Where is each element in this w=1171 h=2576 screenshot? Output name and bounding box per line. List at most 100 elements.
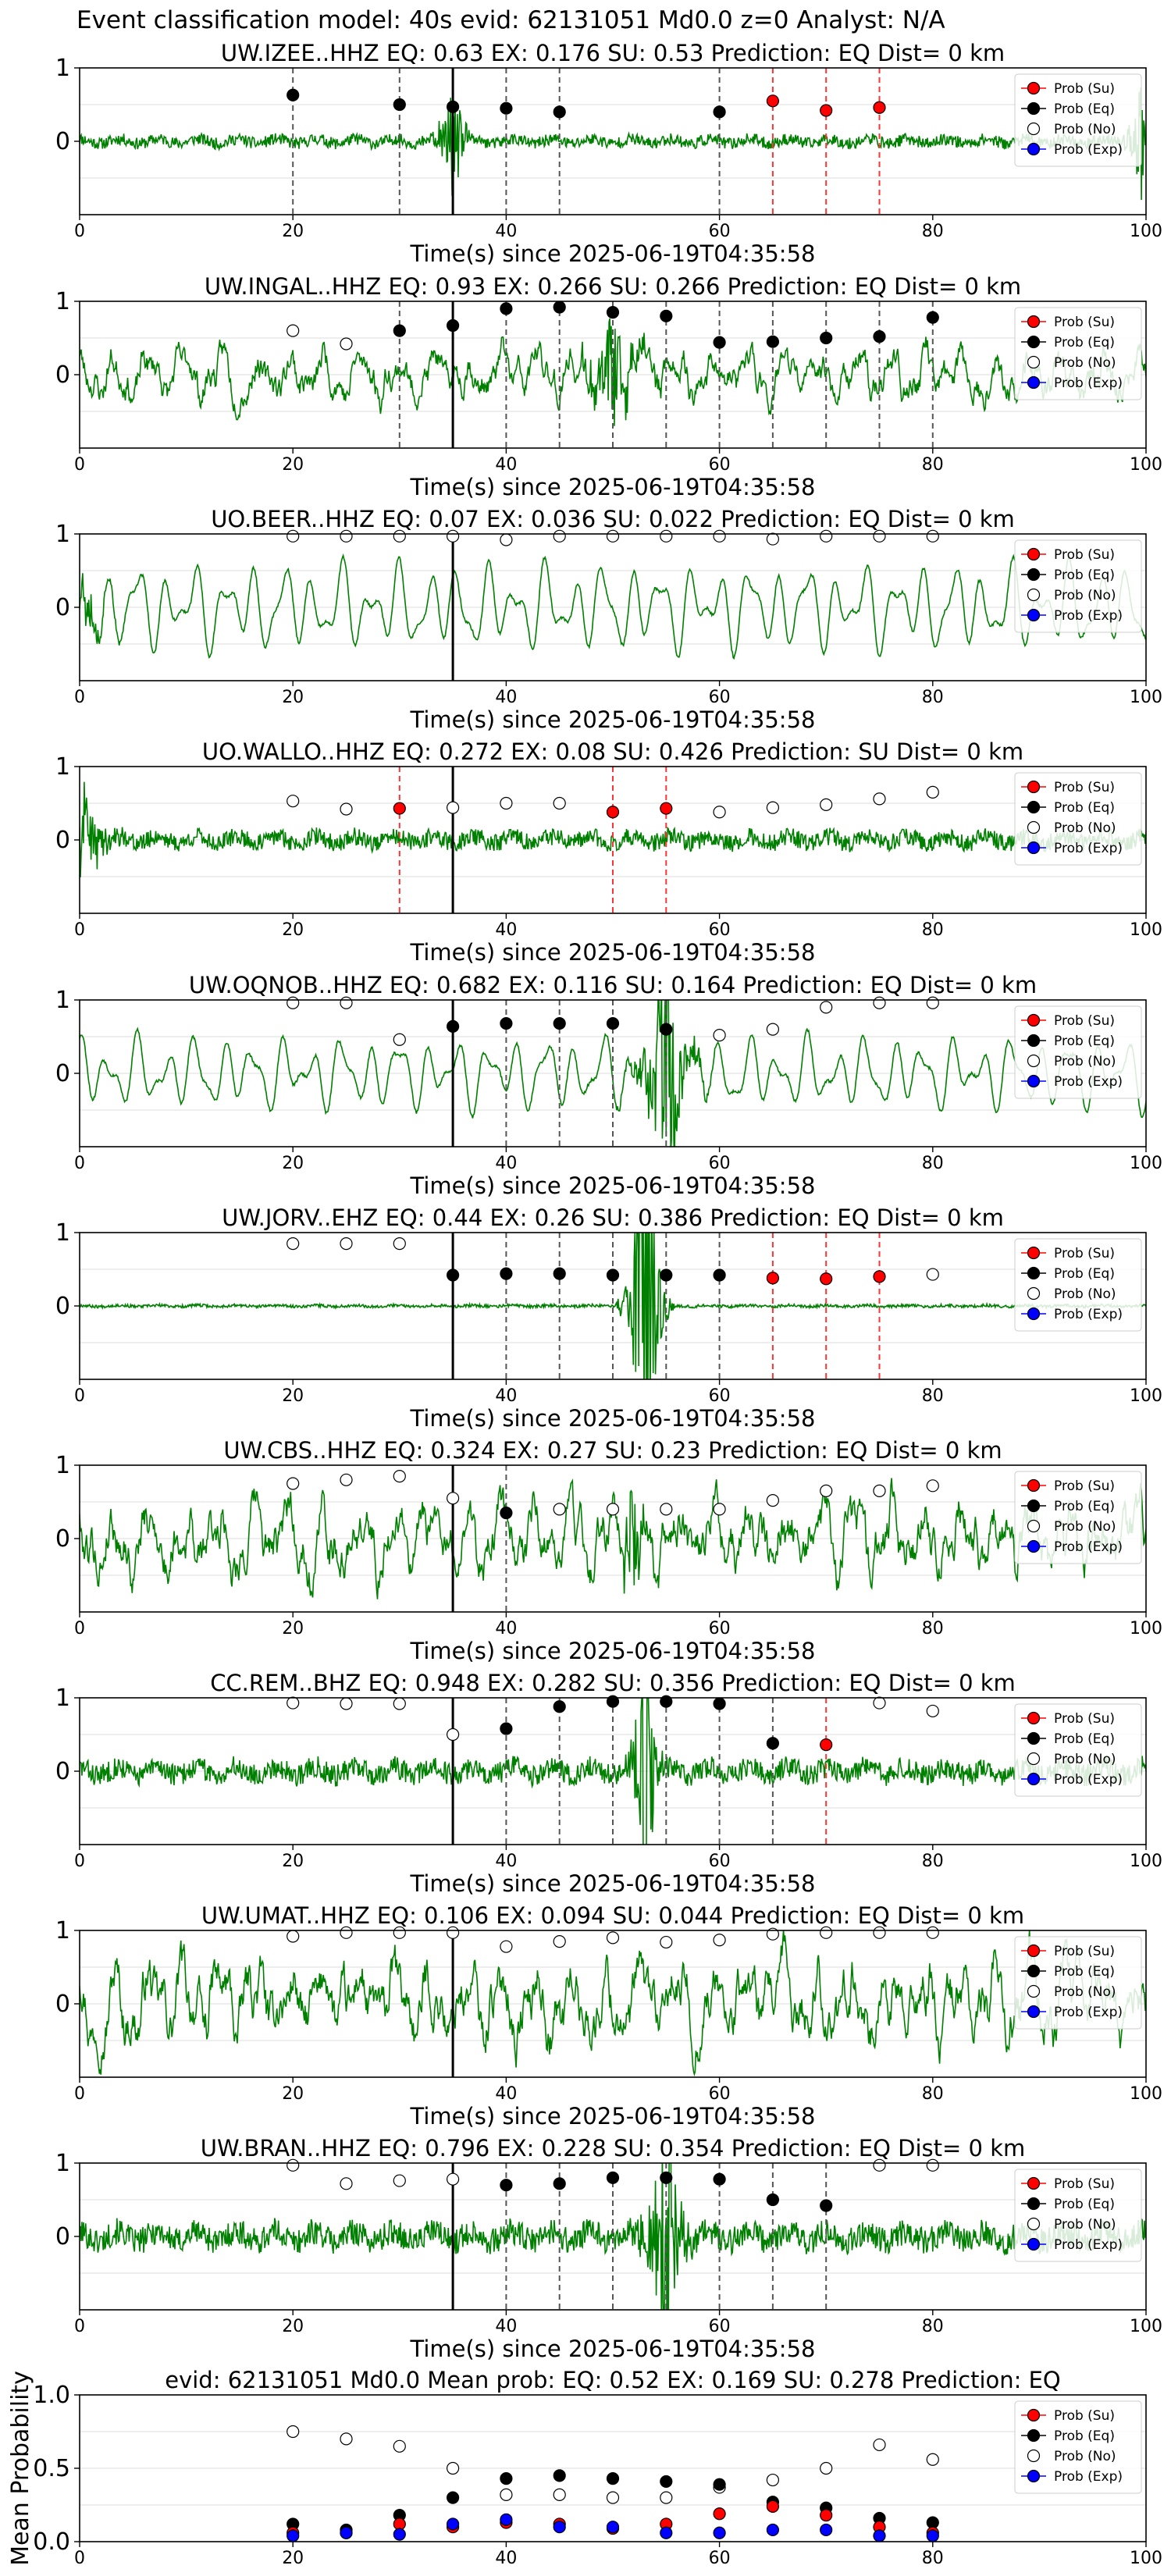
prob-marker-no <box>926 1926 939 1939</box>
prob-marker-no <box>287 529 300 543</box>
panel-title: UW.IZEE..HHZ EQ: 0.63 EX: 0.176 SU: 0.53… <box>221 40 1005 66</box>
prob-marker-no <box>926 2453 939 2466</box>
x-tick-label: 60 <box>709 2317 731 2336</box>
y-tick-label: 1 <box>55 1685 70 1712</box>
x-tick-label: 100 <box>1130 1386 1162 1406</box>
legend-label: Prob (No) <box>1054 355 1116 371</box>
waveform-trace <box>80 1930 1146 2077</box>
x-tick-label: 60 <box>709 455 731 475</box>
legend-marker <box>1027 315 1041 329</box>
legend-label: Prob (Exp) <box>1054 375 1123 391</box>
legend-box <box>1014 1936 1142 2030</box>
prob-marker-exp <box>553 2521 566 2534</box>
legend-label: Prob (Eq) <box>1054 2197 1115 2212</box>
legend-marker <box>1027 122 1041 136</box>
prob-marker-eq <box>446 100 460 113</box>
x-tick-label: 40 <box>495 222 517 241</box>
prob-marker-no <box>287 795 300 808</box>
panel-title: evid: 62131051 Md0.0 Mean prob: EQ: 0.52… <box>165 2367 1061 2393</box>
legend-label: Prob (Su) <box>1054 1246 1115 1261</box>
x-tick-label: 60 <box>709 1386 731 1406</box>
prob-marker-eq <box>606 2171 620 2184</box>
prob-marker-no <box>553 796 566 810</box>
prob-marker-no <box>820 1484 833 1498</box>
y-tick-label: 1 <box>55 1452 70 1479</box>
x-tick-label: 40 <box>495 920 517 940</box>
prob-marker-eq <box>553 2469 566 2482</box>
panel-1: UW.INGAL..HHZ EQ: 0.93 EX: 0.266 SU: 0.2… <box>55 273 1162 500</box>
waveform-trace <box>80 1233 1146 1379</box>
legend-marker <box>1027 841 1041 855</box>
prob-marker-eq <box>660 1268 673 1282</box>
legend-marker <box>1027 1478 1041 1493</box>
legend-marker <box>1027 2005 1041 2019</box>
prob-marker-no <box>553 529 566 543</box>
legend-label: Prob (Su) <box>1054 2408 1115 2424</box>
y-tick-label: 0 <box>55 1525 70 1553</box>
prob-marker-no <box>446 1492 460 1505</box>
y-tick-label: 1 <box>55 987 70 1014</box>
panel-0: UW.IZEE..HHZ EQ: 0.63 EX: 0.176 SU: 0.53… <box>55 40 1162 267</box>
prob-marker-no <box>287 2425 300 2439</box>
prob-marker-eq <box>766 2193 780 2207</box>
prob-marker-no <box>873 996 886 1009</box>
y-tick-label: 0 <box>55 1293 70 1320</box>
prob-marker-no <box>873 2438 886 2452</box>
prob-marker-no <box>553 1503 566 1516</box>
legend-label: Prob (Su) <box>1054 315 1115 330</box>
x-tick-label: 60 <box>709 1619 731 1638</box>
panel-title: UW.CBS..HHZ EQ: 0.324 EX: 0.27 SU: 0.23 … <box>223 1437 1002 1464</box>
prob-marker-eq <box>553 105 566 119</box>
prob-marker-no <box>926 785 939 799</box>
legend-label: Prob (Exp) <box>1054 142 1123 158</box>
x-tick-label: 0 <box>74 920 85 940</box>
prob-marker-no <box>340 2432 353 2446</box>
x-tick-label: 80 <box>922 455 944 475</box>
legend-label: Prob (Exp) <box>1054 2237 1123 2253</box>
prob-marker-no <box>500 2488 513 2501</box>
panel-7: CC.REM..BHZ EQ: 0.948 EX: 0.282 SU: 0.35… <box>55 1670 1162 1897</box>
prob-marker-no <box>393 529 406 543</box>
prob-marker-exp <box>660 2526 673 2539</box>
x-tick-label: 0 <box>74 2084 85 2104</box>
x-axis-label: Time(s) since 2025-06-19T04:35:58 <box>410 1638 816 1664</box>
x-tick-label: 100 <box>1130 455 1162 475</box>
prob-marker-eq <box>660 309 673 322</box>
legend-label: Prob (No) <box>1054 1519 1116 1535</box>
legend-marker <box>1027 1772 1041 1786</box>
prob-marker-su <box>606 806 620 819</box>
prob-marker-eq <box>660 2475 673 2489</box>
prob-marker-no <box>926 529 939 543</box>
legend-marker <box>1027 2176 1041 2190</box>
legend-marker <box>1027 81 1041 95</box>
prob-marker-eq <box>660 1695 673 1708</box>
panel-title: UW.INGAL..HHZ EQ: 0.93 EX: 0.266 SU: 0.2… <box>205 273 1021 300</box>
waveform-trace <box>80 1000 1146 1147</box>
x-tick-label: 100 <box>1130 1154 1162 1173</box>
prob-marker-eq <box>926 311 939 324</box>
legend-label: Prob (Exp) <box>1054 2005 1123 2020</box>
legend-label: Prob (Su) <box>1054 547 1115 563</box>
legend-label: Prob (No) <box>1054 2217 1116 2233</box>
legend-label: Prob (Exp) <box>1054 1772 1123 1788</box>
x-tick-label: 100 <box>1130 920 1162 940</box>
prob-marker-no <box>660 2491 673 2504</box>
y-tick-label: 0.0 <box>33 2528 70 2556</box>
prob-marker-no <box>926 1268 939 1281</box>
x-tick-label: 60 <box>709 1852 731 1871</box>
x-tick-label: 40 <box>495 1619 517 1638</box>
legend-box <box>1014 1238 1142 1332</box>
prob-marker-no <box>606 1503 620 1516</box>
panel-3: UO.WALLO..HHZ EQ: 0.272 EX: 0.08 SU: 0.4… <box>55 738 1162 966</box>
prob-marker-su <box>766 94 780 108</box>
prob-marker-no <box>500 533 513 546</box>
prob-marker-eq <box>873 330 886 343</box>
legend-marker <box>1027 547 1041 561</box>
prob-marker-eq <box>500 1506 513 1520</box>
prob-marker-eq <box>766 335 780 348</box>
prob-marker-no <box>393 1697 406 1710</box>
prob-marker-eq <box>446 1019 460 1033</box>
y-tick-label: 0 <box>55 128 70 155</box>
y-tick-label: 1 <box>55 521 70 548</box>
